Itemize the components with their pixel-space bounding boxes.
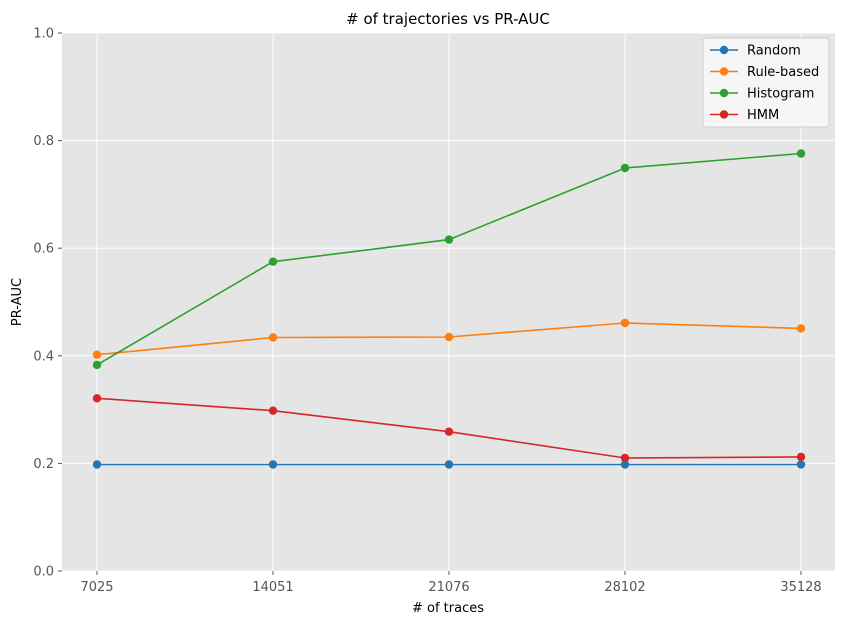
data-point-random <box>92 460 102 469</box>
data-point-random <box>444 460 454 469</box>
legend-entry-rule-based: Rule-based <box>710 65 819 80</box>
y-tick-label: 0.4 <box>33 349 54 364</box>
data-point-histogram <box>92 360 102 370</box>
grid <box>62 32 835 572</box>
data-point-random <box>620 460 630 469</box>
series-random <box>92 460 806 469</box>
x-axis-label: # of traces <box>412 601 484 616</box>
y-tick-label: 0.8 <box>33 134 54 149</box>
x-tick-label: 14051 <box>252 580 293 595</box>
legend-entry-random: Random <box>710 44 801 59</box>
series-hmm <box>92 394 806 463</box>
legend-label: Rule-based <box>747 65 819 80</box>
series-histogram <box>92 149 806 370</box>
y-tick-label: 1.0 <box>33 27 54 42</box>
x-tick-label: 7025 <box>80 580 113 595</box>
legend-box <box>702 37 830 128</box>
y-tick-label: 0.0 <box>33 565 54 580</box>
x-tick-label: 28102 <box>604 580 645 595</box>
legend-swatch-marker <box>719 110 729 119</box>
x-tick-label: 35128 <box>780 580 821 595</box>
y-tick-label: 0.2 <box>33 457 54 472</box>
data-point-hmm <box>444 427 454 436</box>
legend-label: HMM <box>747 108 779 123</box>
y-tick-label: 0.6 <box>33 242 54 257</box>
data-point-rule-based <box>620 318 630 328</box>
legend: Random Rule-based Histogram HMM <box>702 37 830 128</box>
x-tick-label: 21076 <box>428 580 469 595</box>
data-point-histogram <box>268 257 278 266</box>
legend-swatch-marker <box>719 67 729 76</box>
y-axis-label: PR-AUC <box>10 278 25 326</box>
legend-entry-histogram: Histogram <box>710 87 814 102</box>
data-point-hmm <box>268 406 278 415</box>
chart-title: # of trajectories vs PR-AUC <box>346 10 550 28</box>
legend-swatch-marker <box>719 45 729 55</box>
legend-entry-hmm: HMM <box>710 108 779 123</box>
data-point-rule-based <box>92 350 102 359</box>
ticks: 7025 14051 21076 28102 35128 0.0 0.2 0.4 0.6 0.8 1… <box>33 27 821 596</box>
data-point-histogram <box>444 235 454 244</box>
legend-label: Histogram <box>747 87 814 102</box>
data-point-rule-based <box>796 324 806 333</box>
data-point-hmm <box>796 452 806 462</box>
series-rule-based <box>92 318 806 359</box>
data-point-random <box>796 460 806 469</box>
data-point-histogram <box>620 163 630 173</box>
series-layer <box>92 149 806 469</box>
data-point-random <box>268 460 278 469</box>
data-point-hmm <box>92 394 102 403</box>
data-point-rule-based <box>268 333 278 342</box>
data-point-rule-based <box>444 332 454 342</box>
legend-swatch-marker <box>719 88 729 98</box>
legend-label: Random <box>747 44 801 59</box>
data-point-histogram <box>796 149 806 158</box>
data-point-hmm <box>620 453 630 463</box>
